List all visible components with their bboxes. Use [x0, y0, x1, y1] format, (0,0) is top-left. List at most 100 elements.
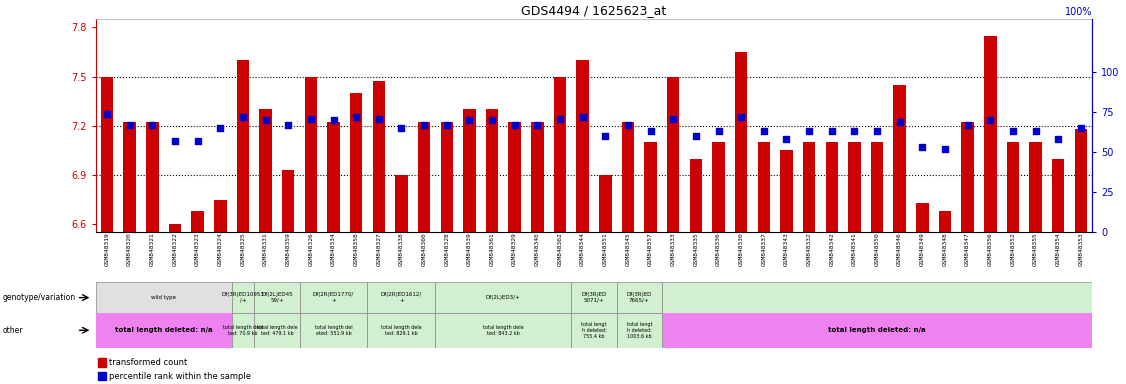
Point [143, 122, 161, 128]
Bar [367, 313, 436, 348]
Text: GSM848345: GSM848345 [625, 232, 631, 266]
Point [868, 128, 886, 134]
Text: GSM848352: GSM848352 [1010, 232, 1016, 266]
Point [664, 116, 682, 122]
Text: total lengt
h deleted:
755.4 kb: total lengt h deleted: 755.4 kb [581, 322, 607, 339]
Text: GSM848339: GSM848339 [467, 232, 472, 266]
Bar [617, 313, 662, 348]
Text: GSM848325: GSM848325 [241, 232, 245, 266]
Bar [254, 313, 300, 348]
Point [438, 122, 456, 128]
Point [573, 114, 591, 120]
Text: GSM848330: GSM848330 [739, 232, 743, 266]
Text: GSM848323: GSM848323 [195, 232, 200, 266]
Bar [395, 175, 408, 232]
Text: GSM848319: GSM848319 [105, 232, 109, 266]
Text: GSM848348: GSM848348 [942, 232, 947, 266]
Bar [214, 200, 226, 232]
Bar [236, 60, 249, 232]
Point [1072, 125, 1090, 131]
Point [347, 114, 365, 120]
Bar [667, 76, 679, 232]
Bar [436, 313, 571, 348]
Text: Df(2R)ED1770/
+: Df(2R)ED1770/ + [313, 292, 355, 303]
Point [1049, 136, 1067, 142]
Point [551, 116, 569, 122]
Text: GSM848328: GSM848328 [445, 232, 449, 266]
Title: GDS4494 / 1625623_at: GDS4494 / 1625623_at [521, 3, 667, 17]
Text: GSM848324: GSM848324 [217, 232, 223, 266]
Bar [300, 313, 367, 348]
Point [369, 116, 387, 122]
Text: total length dele
ted: 70.9 kb: total length dele ted: 70.9 kb [223, 325, 263, 336]
Point [891, 119, 909, 125]
Text: total length dele
ted: 479.1 kb: total length dele ted: 479.1 kb [257, 325, 297, 336]
Point [754, 128, 772, 134]
Text: GSM848340: GSM848340 [535, 232, 539, 266]
Text: total length dele
ted: 843.2 kb: total length dele ted: 843.2 kb [483, 325, 524, 336]
Bar [758, 142, 770, 232]
Text: GSM848327: GSM848327 [376, 232, 382, 266]
Point [823, 128, 841, 134]
Bar [1029, 142, 1042, 232]
Bar [96, 282, 232, 313]
Text: other: other [2, 326, 23, 335]
Bar [803, 142, 815, 232]
Bar [232, 313, 254, 348]
Text: Df(3R)ED10953
/+: Df(3R)ED10953 /+ [222, 292, 265, 303]
Bar [689, 159, 703, 232]
Point [619, 122, 637, 128]
Bar [571, 282, 617, 313]
Text: GSM848335: GSM848335 [694, 232, 698, 266]
Point [506, 122, 524, 128]
Text: Df(2R)ED1612/
+: Df(2R)ED1612/ + [381, 292, 422, 303]
Point [415, 122, 434, 128]
Text: transformed count: transformed count [109, 358, 187, 367]
Text: Df(3R)ED
7665/+: Df(3R)ED 7665/+ [626, 292, 652, 303]
Text: percentile rank within the sample: percentile rank within the sample [109, 372, 251, 381]
Text: GSM848344: GSM848344 [580, 232, 586, 266]
Text: GSM848333: GSM848333 [671, 232, 676, 266]
Text: total length del
eted: 551.9 kb: total length del eted: 551.9 kb [314, 325, 352, 336]
Point [461, 117, 479, 123]
Text: genotype/variation: genotype/variation [2, 293, 75, 302]
Point [1027, 128, 1045, 134]
Text: Df(2L)ED45
59/+: Df(2L)ED45 59/+ [261, 292, 293, 303]
Text: GSM848355: GSM848355 [1033, 232, 1038, 266]
Bar [232, 282, 254, 313]
Text: GSM848349: GSM848349 [920, 232, 924, 266]
Point [279, 122, 297, 128]
Point [212, 125, 230, 131]
Text: GSM848321: GSM848321 [150, 232, 155, 266]
Text: GSM848332: GSM848332 [806, 232, 812, 266]
Point [189, 138, 207, 144]
Bar [599, 175, 611, 232]
Bar [571, 313, 617, 348]
Bar [169, 224, 181, 232]
Text: wild type: wild type [151, 295, 176, 300]
Point [846, 128, 864, 134]
Text: total length dele
ted: 829.1 kb: total length dele ted: 829.1 kb [381, 325, 422, 336]
Point [981, 117, 999, 123]
Bar [848, 142, 860, 232]
Text: GSM848353: GSM848353 [1079, 232, 1083, 266]
Text: GSM848357: GSM848357 [649, 232, 653, 266]
Text: total lengt
h deleted:
1003.6 kb: total lengt h deleted: 1003.6 kb [626, 322, 652, 339]
Text: GSM848331: GSM848331 [263, 232, 268, 266]
Text: GSM848346: GSM848346 [897, 232, 902, 266]
Bar [577, 60, 589, 232]
Bar [894, 85, 906, 232]
Bar [984, 36, 997, 232]
Point [642, 128, 660, 134]
Text: GSM848361: GSM848361 [490, 232, 494, 266]
Point [913, 144, 931, 151]
Bar [917, 203, 929, 232]
Bar [463, 109, 475, 232]
Bar [436, 282, 571, 313]
Bar [440, 122, 453, 232]
Point [801, 128, 819, 134]
Bar [1052, 159, 1064, 232]
Bar [617, 282, 662, 313]
Bar [98, 372, 106, 381]
Bar [662, 282, 1092, 313]
